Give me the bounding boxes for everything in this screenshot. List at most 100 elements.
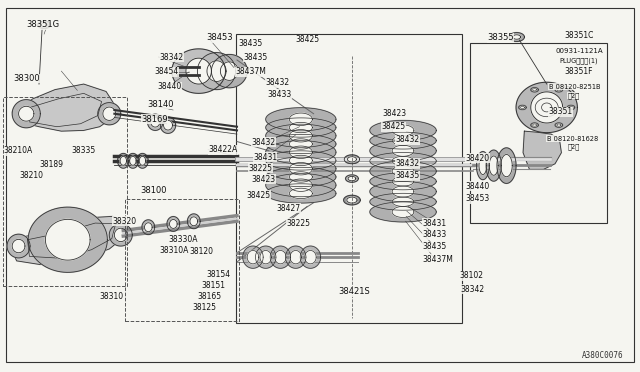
Polygon shape: [275, 250, 286, 264]
Polygon shape: [161, 117, 175, 134]
Text: 38310A: 38310A: [159, 246, 188, 255]
Polygon shape: [348, 157, 356, 162]
Text: 38342: 38342: [461, 285, 484, 294]
Polygon shape: [109, 224, 132, 246]
Polygon shape: [188, 214, 200, 229]
Polygon shape: [289, 179, 312, 192]
Text: 38431: 38431: [422, 219, 446, 228]
Polygon shape: [555, 123, 563, 127]
Bar: [125, 199, 239, 321]
Polygon shape: [130, 156, 136, 165]
Polygon shape: [290, 250, 301, 264]
Text: （2）: （2）: [568, 144, 580, 150]
Polygon shape: [392, 125, 414, 136]
Polygon shape: [531, 123, 538, 127]
Polygon shape: [476, 151, 489, 180]
Text: 38342: 38342: [159, 52, 183, 61]
Text: 38433: 38433: [422, 230, 447, 240]
Text: 38454: 38454: [154, 67, 178, 76]
Polygon shape: [289, 163, 312, 175]
Text: 00931-1121A: 00931-1121A: [555, 48, 603, 54]
Polygon shape: [348, 176, 356, 181]
Text: 38351G: 38351G: [26, 20, 60, 29]
Polygon shape: [370, 121, 436, 140]
Text: 38189: 38189: [39, 160, 63, 169]
Polygon shape: [557, 124, 561, 126]
Bar: [470, 43, 607, 223]
Polygon shape: [541, 103, 552, 112]
Polygon shape: [531, 87, 538, 92]
Polygon shape: [197, 52, 236, 90]
Text: 38423: 38423: [251, 175, 275, 184]
Polygon shape: [392, 156, 414, 166]
Polygon shape: [260, 250, 271, 264]
Text: 38351: 38351: [548, 108, 573, 116]
Polygon shape: [45, 219, 90, 260]
Polygon shape: [520, 106, 524, 109]
Polygon shape: [523, 85, 575, 131]
Polygon shape: [98, 103, 121, 125]
Text: B 08120-8251B: B 08120-8251B: [548, 84, 600, 90]
Polygon shape: [346, 175, 358, 182]
Polygon shape: [167, 217, 180, 231]
Polygon shape: [392, 206, 414, 218]
Polygon shape: [392, 177, 414, 186]
Text: 38432: 38432: [396, 135, 419, 144]
Polygon shape: [347, 197, 357, 203]
Polygon shape: [370, 193, 436, 210]
Text: 38225: 38225: [287, 219, 311, 228]
Polygon shape: [518, 105, 526, 110]
Polygon shape: [392, 197, 414, 206]
Bar: [236, 34, 463, 323]
Text: 38100: 38100: [140, 186, 166, 195]
Polygon shape: [145, 223, 152, 232]
Text: 38335: 38335: [71, 146, 95, 155]
Text: 38154: 38154: [206, 270, 230, 279]
Text: 38432: 38432: [266, 78, 290, 87]
Polygon shape: [115, 228, 127, 241]
Polygon shape: [555, 87, 563, 92]
Polygon shape: [516, 82, 577, 133]
Text: 38435: 38435: [238, 39, 262, 48]
Polygon shape: [392, 186, 414, 197]
Polygon shape: [370, 202, 436, 222]
Polygon shape: [370, 173, 436, 190]
Polygon shape: [266, 108, 336, 131]
Text: 38355: 38355: [487, 33, 514, 42]
Polygon shape: [190, 217, 198, 226]
Polygon shape: [532, 124, 536, 126]
Polygon shape: [118, 153, 129, 168]
Polygon shape: [289, 122, 312, 133]
Text: 38435: 38435: [396, 171, 420, 180]
Polygon shape: [289, 129, 312, 142]
Polygon shape: [186, 58, 211, 84]
Text: 38169: 38169: [141, 115, 168, 124]
Polygon shape: [12, 100, 40, 128]
Polygon shape: [300, 246, 321, 268]
Text: 38425: 38425: [246, 191, 271, 200]
Polygon shape: [266, 157, 336, 180]
Text: 38432: 38432: [396, 159, 419, 168]
Polygon shape: [127, 153, 139, 168]
Polygon shape: [164, 121, 173, 130]
Text: 38431: 38431: [253, 153, 277, 161]
Polygon shape: [137, 153, 148, 168]
Polygon shape: [270, 246, 291, 268]
Text: 38310: 38310: [100, 292, 124, 301]
Polygon shape: [38, 21, 51, 29]
Polygon shape: [392, 145, 414, 156]
Text: 38437M: 38437M: [422, 254, 453, 263]
Text: 38432: 38432: [251, 138, 275, 147]
Text: 38151: 38151: [202, 281, 226, 290]
Text: 38351F: 38351F: [564, 67, 593, 76]
Polygon shape: [531, 92, 563, 123]
Text: B 08120-81628: B 08120-81628: [547, 135, 598, 142]
Polygon shape: [370, 161, 436, 181]
Polygon shape: [289, 113, 312, 125]
Polygon shape: [266, 184, 336, 203]
Polygon shape: [535, 98, 558, 117]
Polygon shape: [557, 89, 561, 91]
Polygon shape: [266, 167, 336, 187]
Text: 38210: 38210: [20, 171, 44, 180]
Polygon shape: [370, 153, 436, 169]
